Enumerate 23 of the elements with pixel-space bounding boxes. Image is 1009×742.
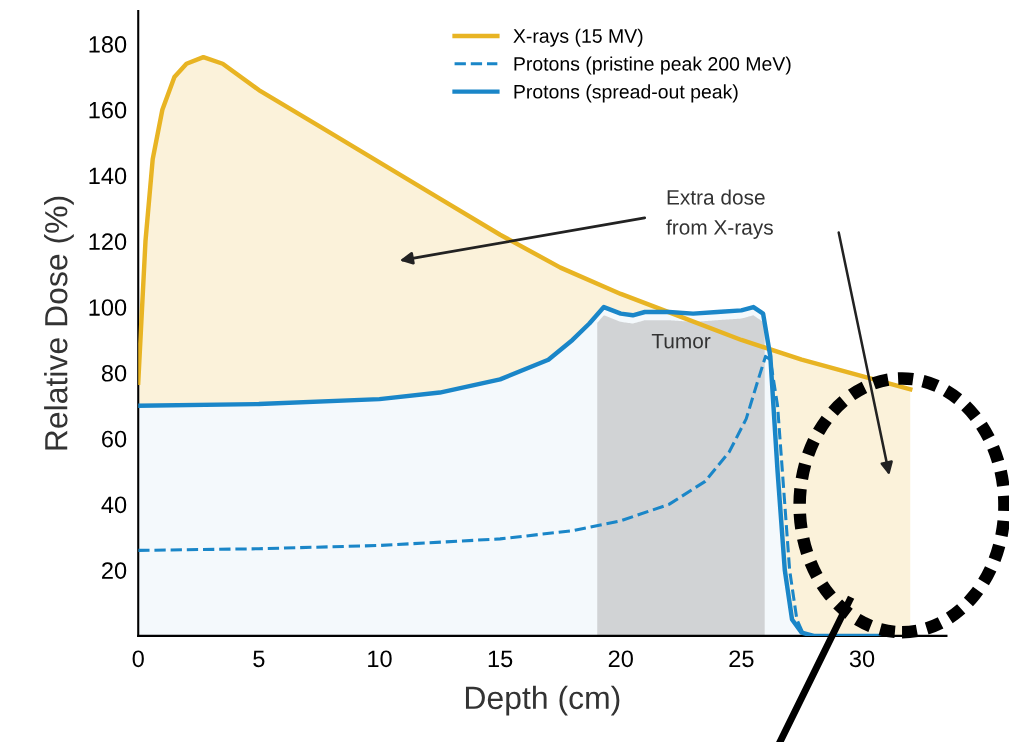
legend-label: Protons (pristine peak 200 MeV) (514, 56, 791, 75)
x-tick-label: 10 (368, 650, 392, 668)
y-tick-label: 120 (89, 233, 127, 251)
annotation: Extra dose from X-rays (666, 189, 773, 239)
legend-label: Protons (spread-out peak) (514, 84, 738, 103)
band-label: Tumor (651, 333, 711, 349)
y-tick-label: 160 (89, 101, 127, 119)
y-tick-label: 80 (101, 364, 127, 382)
y-tick-label: 40 (101, 496, 127, 514)
x-tick-label: 30 (849, 650, 875, 668)
x-tick-label: 15 (488, 650, 513, 668)
y-tick-label: 140 (89, 167, 127, 185)
legend-label: X-rays (15 MV) (513, 28, 643, 47)
x-tick-label: 20 (608, 650, 633, 668)
x-axis-title: Depth (cm) (465, 685, 620, 716)
x-tick-label: 0 (132, 650, 144, 668)
y-tick-label: 100 (89, 299, 127, 316)
y-tick-label: 180 (89, 36, 127, 53)
y-tick-label: 20 (102, 562, 127, 579)
y-axis-title: Relative Dose (%) (44, 196, 74, 450)
x-tick-label: 25 (729, 650, 754, 668)
x-tick-label: 5 (253, 650, 265, 668)
y-tick-label: 60 (102, 430, 127, 448)
